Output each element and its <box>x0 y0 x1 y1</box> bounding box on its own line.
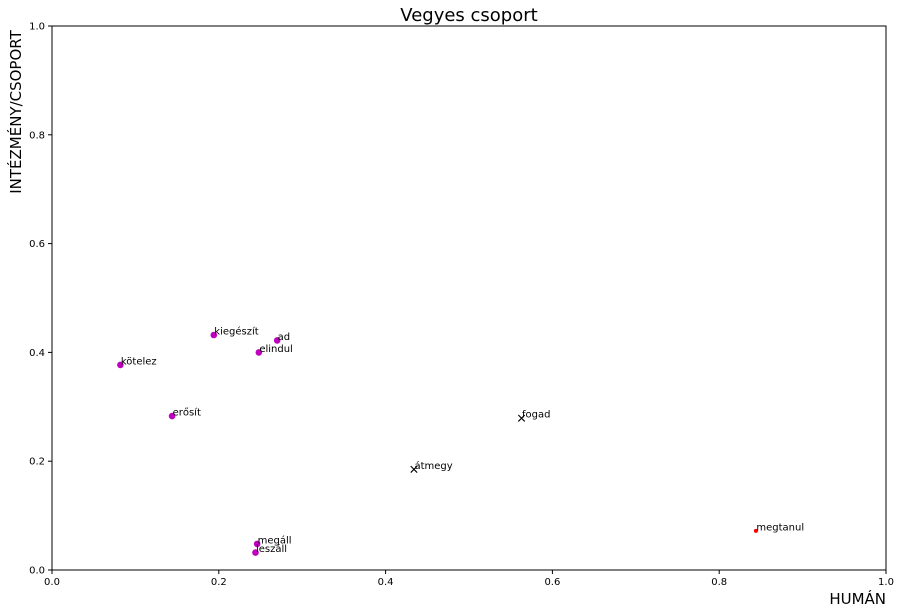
circle-marker <box>273 337 281 344</box>
circle-marker <box>252 549 259 556</box>
circle-marker <box>253 540 261 548</box>
point-label: fogad <box>522 410 550 421</box>
y-tick-label: 0.2 <box>29 457 45 468</box>
x-tick-label: 0.0 <box>44 577 60 588</box>
point-label: erősít <box>173 407 201 419</box>
y-tick-label: 0.8 <box>29 130 45 141</box>
point-label: ad <box>278 332 290 343</box>
point-label: kötelez <box>121 356 157 367</box>
data-point: kiegészít <box>210 325 259 339</box>
point-label: átmegy <box>414 460 452 472</box>
x-tick-label: 0.6 <box>544 577 560 588</box>
data-point: leszáll <box>252 543 287 556</box>
y-axis-ticks: 0.0 0.2 0.4 0.6 0.8 1.0 <box>29 22 52 577</box>
circle-marker <box>210 331 218 339</box>
data-point: megáll <box>253 534 292 548</box>
point-label: megtanul <box>756 522 804 533</box>
plot-area <box>51 25 887 571</box>
x-tick-label: 1.0 <box>878 577 894 588</box>
x-tick-label: 0.4 <box>378 577 394 588</box>
data-point: erősít <box>168 407 201 420</box>
circle-marker <box>168 412 176 420</box>
x-tick-label: 0.2 <box>211 577 227 588</box>
data-point: kötelez <box>117 356 157 369</box>
circle-marker <box>255 349 263 356</box>
data-point: megtanul <box>753 522 804 533</box>
data-point: fogad <box>517 410 551 422</box>
chart-title: Vegyes csoport <box>400 5 537 26</box>
data-point: átmegy <box>410 460 453 473</box>
y-tick-label: 1.0 <box>29 22 45 33</box>
y-tick-label: 0.0 <box>29 566 45 577</box>
x-marker <box>517 414 526 422</box>
data-point: elindul <box>255 344 293 356</box>
y-axis-label: INTÉZMÉNY/CSOPORT <box>6 29 25 193</box>
x-tick-label: 0.8 <box>711 577 727 588</box>
y-tick-label: 0.4 <box>29 348 45 359</box>
circle-marker <box>117 361 124 369</box>
x-marker <box>410 465 418 473</box>
x-axis-ticks: 0.0 0.2 0.4 0.6 0.8 1.0 <box>44 570 894 588</box>
data-point: ad <box>273 332 290 344</box>
x-axis-label: HUMÁN <box>829 589 886 608</box>
point-label: kiegészít <box>214 325 258 337</box>
dot-marker <box>753 528 758 533</box>
point-label: megáll <box>258 534 292 546</box>
y-tick-label: 0.6 <box>29 239 45 250</box>
point-label: leszáll <box>256 543 287 555</box>
point-label: elindul <box>259 344 293 355</box>
